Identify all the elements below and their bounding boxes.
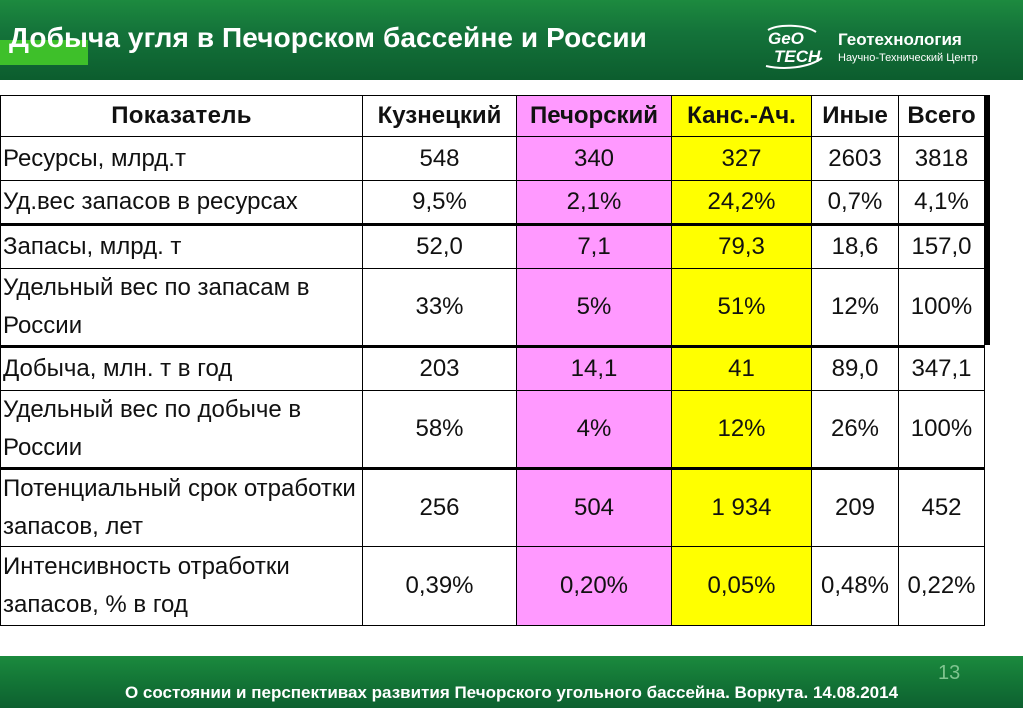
header-pechorsky: Печорский <box>516 95 672 137</box>
cell-kans-ach: 327 <box>671 136 812 181</box>
cell-pechorsky: 0,20% <box>516 546 672 626</box>
row-label: Добыча, млн. т в год <box>0 345 363 391</box>
cell-total: 3818 <box>898 136 985 181</box>
cell-pechorsky: 7,1 <box>516 223 672 269</box>
row-label: Запасы, млрд. т <box>0 223 363 269</box>
cell-pechorsky: 504 <box>516 467 672 547</box>
table-row: Добыча, млн. т в год 203 14,1 41 89,0 34… <box>0 345 985 391</box>
header-kuznetsky: Кузнецкий <box>362 95 517 137</box>
footer-caption: О состоянии и перспективах развития Печо… <box>124 683 899 702</box>
cell-pechorsky: 4% <box>516 390 672 469</box>
cell-kans-ach: 79,3 <box>671 223 812 269</box>
footer-bar <box>0 656 1023 708</box>
cell-pechorsky: 5% <box>516 268 672 347</box>
cell-kuznetsky: 33% <box>362 268 517 347</box>
cell-kans-ach: 41 <box>671 345 812 391</box>
table-header-row: Показатель Кузнецкий Печорский Канс.-Ач.… <box>0 95 985 137</box>
cell-other: 18,6 <box>811 223 899 269</box>
cell-kuznetsky: 58% <box>362 390 517 469</box>
header-kans-ach: Канс.-Ач. <box>671 95 812 137</box>
logo-text: Геотехнология Научно-Технический Центр <box>838 30 978 64</box>
cell-kans-ach: 12% <box>671 390 812 469</box>
cell-kans-ach: 1 934 <box>671 467 812 547</box>
logo-name: Геотехнология <box>838 30 962 49</box>
cell-other: 12% <box>811 268 899 347</box>
cell-total: 100% <box>898 390 985 469</box>
cell-kuznetsky: 0,39% <box>362 546 517 626</box>
table-row: Удельный вес по добыче в России 58% 4% 1… <box>0 390 985 469</box>
row-label: Удельный вес по добыче в России <box>0 390 363 469</box>
table-row: Запасы, млрд. т 52,0 7,1 79,3 18,6 157,0 <box>0 223 985 269</box>
header-other: Иные <box>811 95 899 137</box>
cell-kans-ach: 24,2% <box>671 180 812 225</box>
cell-other: 209 <box>811 467 899 547</box>
cell-total: 347,1 <box>898 345 985 391</box>
row-label: Удельный вес по запасам в России <box>0 268 363 347</box>
cell-total: 157,0 <box>898 223 985 269</box>
row-label: Интенсивность отработки запасов, % в год <box>0 546 363 626</box>
cell-pechorsky: 340 <box>516 136 672 181</box>
logo-mark-top: GeO <box>768 29 804 48</box>
cell-kans-ach: 51% <box>671 268 812 347</box>
cell-kuznetsky: 548 <box>362 136 517 181</box>
cell-total: 4,1% <box>898 180 985 225</box>
cell-kuznetsky: 9,5% <box>362 180 517 225</box>
cell-other: 0,7% <box>811 180 899 225</box>
logo-subtitle: Научно-Технический Центр <box>838 52 978 64</box>
cell-other: 26% <box>811 390 899 469</box>
header-accent <box>0 40 88 65</box>
page-number: 13 <box>938 662 961 684</box>
table-row: Интенсивность отработки запасов, % в год… <box>0 546 985 626</box>
row-label: Потенциальный срок отработки запасов, ле… <box>0 467 363 547</box>
header-total: Всего <box>898 95 985 137</box>
logo-mark-bottom: TECH <box>774 47 821 66</box>
cell-kans-ach: 0,05% <box>671 546 812 626</box>
coal-data-table: Показатель Кузнецкий Печорский Канс.-Ач.… <box>0 95 985 626</box>
table-row: Удельный вес по запасам в России 33% 5% … <box>0 268 985 347</box>
cell-kuznetsky: 52,0 <box>362 223 517 269</box>
cell-other: 2603 <box>811 136 899 181</box>
header-indicator: Показатель <box>0 95 363 137</box>
cell-pechorsky: 2,1% <box>516 180 672 225</box>
cell-pechorsky: 14,1 <box>516 345 672 391</box>
cell-total: 452 <box>898 467 985 547</box>
table-row: Ресурсы, млрд.т 548 340 327 2603 3818 <box>0 136 985 181</box>
table-row: Потенциальный срок отработки запасов, ле… <box>0 467 985 547</box>
header-bar <box>0 0 1023 80</box>
geotech-logo: GeO TECH <box>765 24 823 69</box>
cell-other: 0,48% <box>811 546 899 626</box>
cell-kuznetsky: 203 <box>362 345 517 391</box>
cell-total: 100% <box>898 268 985 347</box>
table-row: Уд.вес запасов в ресурсах 9,5% 2,1% 24,2… <box>0 180 985 225</box>
page-title: Добыча угля в Печорском бассейне и Росси… <box>9 22 647 53</box>
table-right-border <box>985 95 990 345</box>
row-label: Ресурсы, млрд.т <box>0 136 363 181</box>
cell-other: 89,0 <box>811 345 899 391</box>
cell-kuznetsky: 256 <box>362 467 517 547</box>
row-label: Уд.вес запасов в ресурсах <box>0 180 363 225</box>
cell-total: 0,22% <box>898 546 985 626</box>
